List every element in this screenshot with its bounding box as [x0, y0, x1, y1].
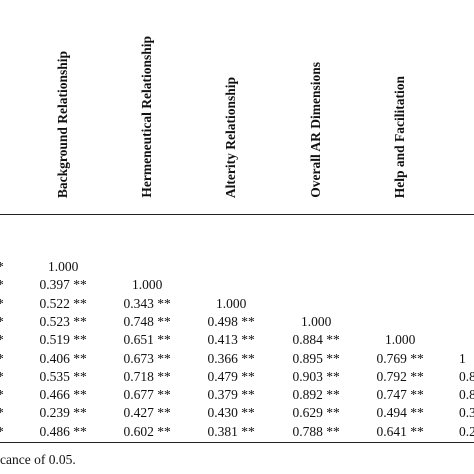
- table-cell: 0.427 **: [123, 405, 171, 421]
- table-cell: 0.498 **: [207, 313, 255, 329]
- table-cell: 0.651 **: [123, 332, 171, 348]
- table-cell: 0.718 **: [123, 368, 171, 384]
- table-cell: 0.8: [459, 387, 474, 403]
- table-cell: 0.895 **: [292, 350, 340, 366]
- table-cell: 0.479 **: [207, 368, 255, 384]
- table-cell: *: [0, 314, 4, 330]
- table-cell: 0.406 **: [39, 350, 87, 366]
- table-cell: 0.747 **: [376, 387, 424, 403]
- table-cell: *: [0, 351, 4, 367]
- column-header: Overall AR Dimensions: [308, 62, 323, 198]
- table-cell: 0.494 **: [376, 405, 424, 421]
- table-cell: 0.379 **: [207, 387, 255, 403]
- table-cell: *: [0, 405, 4, 421]
- table-cell: 0.673 **: [123, 350, 171, 366]
- column-header: Help and Facilitation: [392, 75, 407, 198]
- table-cell: 0.523 **: [39, 313, 87, 329]
- table-cell: 0.769 **: [376, 350, 424, 366]
- table-cell: 0.677 **: [123, 387, 171, 403]
- table-cell: *: [0, 296, 4, 312]
- table-cell: 1.000: [48, 259, 79, 274]
- table-cell: 0.641 **: [376, 423, 424, 439]
- table-cell: 1.000: [385, 332, 416, 348]
- table-cell: 0.381 **: [207, 423, 255, 439]
- table-cell: 0.466 **: [39, 387, 87, 403]
- table-cell: *: [0, 369, 4, 385]
- table-cell: 1.000: [216, 295, 247, 311]
- table-cell: *: [0, 277, 4, 293]
- table-cell: 0.892 **: [292, 387, 340, 403]
- table-cell: 0.519 **: [39, 332, 87, 348]
- table-cell: 0.903 **: [292, 368, 340, 384]
- table-cell: *: [0, 332, 4, 348]
- table-cell: 0.884 **: [292, 332, 340, 348]
- table-cell: 1: [459, 350, 466, 366]
- footnote: cance of 0.05.: [0, 452, 76, 467]
- table-cell: 0.3: [459, 405, 474, 421]
- table-cell: *: [0, 259, 4, 275]
- table-cell: 0.397 **: [39, 277, 87, 293]
- table-cell: 0.8: [459, 368, 474, 384]
- table-cell: 0.535 **: [39, 368, 87, 384]
- table-cell: 0.486 **: [39, 423, 87, 439]
- table-cell: 1.000: [132, 277, 163, 293]
- table-cell: 0.522 **: [39, 295, 87, 311]
- table-cell: 0.343 **: [123, 295, 171, 311]
- column-header: Background Relationship: [55, 50, 70, 198]
- column-header: Alterity Relationship: [223, 76, 238, 198]
- table-cell: 0.748 **: [123, 313, 171, 329]
- header-rule: [0, 214, 474, 215]
- table-cell: 0.602 **: [123, 423, 171, 439]
- table-cell: 0.629 **: [292, 405, 340, 421]
- table-cell: 0.2: [459, 423, 474, 439]
- table-cell: 0.239 **: [39, 405, 87, 421]
- table-cell: *: [0, 424, 4, 440]
- table-cell: 1.000: [301, 313, 332, 329]
- table-cell: 0.788 **: [292, 423, 340, 439]
- table-cell: *: [0, 387, 4, 403]
- table-cell: 0.430 **: [207, 405, 255, 421]
- table-cell: 0.413 **: [207, 332, 255, 348]
- column-header: Hermeneutical Relationship: [139, 36, 154, 198]
- table-cell: 0.792 **: [376, 368, 424, 384]
- table-cell: 0.366 **: [207, 350, 255, 366]
- bottom-rule: [0, 442, 474, 443]
